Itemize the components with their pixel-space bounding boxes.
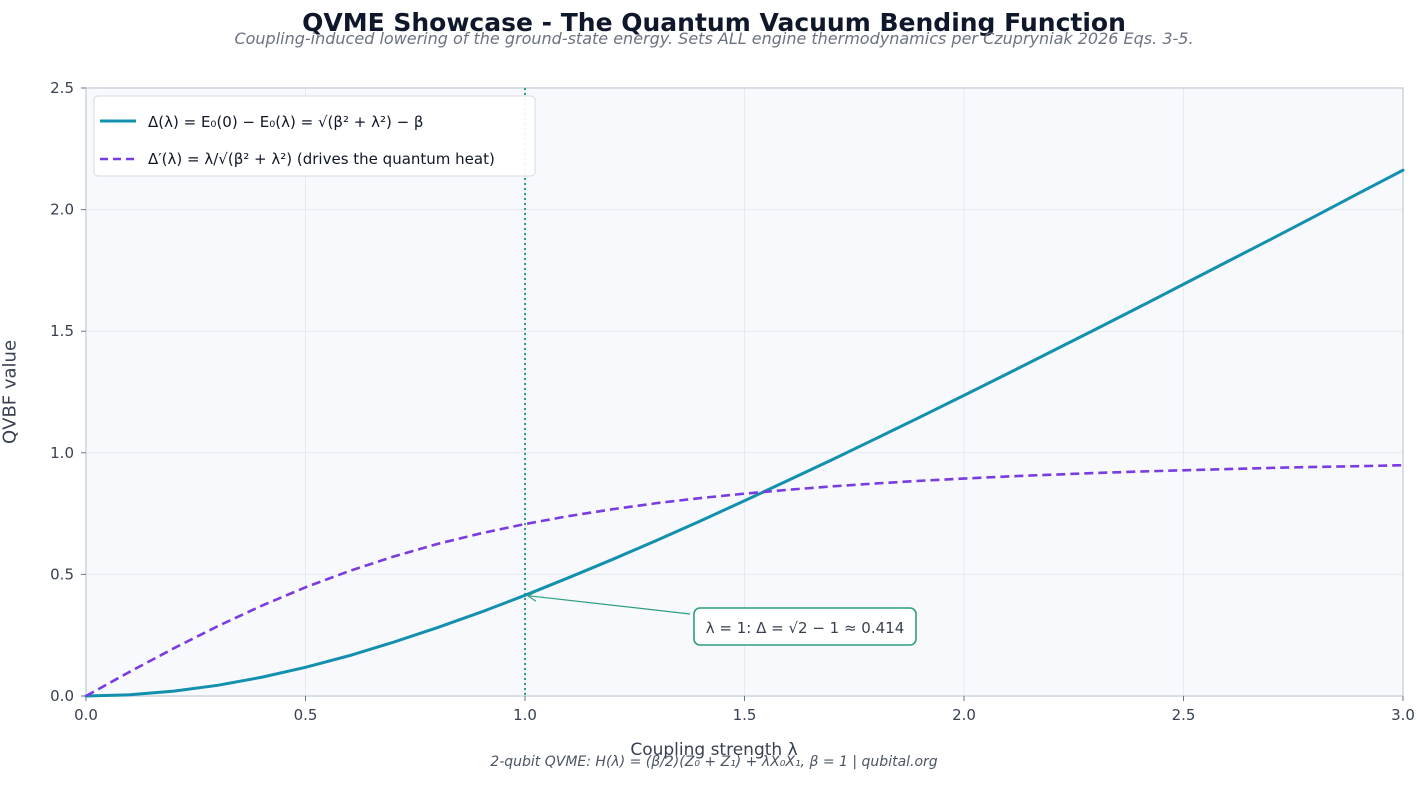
annotation-box bbox=[693, 607, 917, 646]
y-tick-label: 0.0 bbox=[50, 687, 74, 705]
annotation-arrow bbox=[528, 595, 691, 615]
x-tick-label: 2.5 bbox=[1172, 706, 1196, 724]
x-axis-label: Coupling strength λ bbox=[630, 740, 798, 760]
y-tick-label: 1.0 bbox=[50, 444, 74, 462]
y-axis-ticks: 0.0 0.5 1.0 1.5 2.0 2.5 bbox=[50, 79, 86, 705]
y-tick-label: 1.5 bbox=[50, 322, 74, 340]
y-tick-label: 0.5 bbox=[50, 565, 74, 583]
y-tick-label: 2.5 bbox=[50, 79, 74, 97]
legend-label-delta: Δ(λ) = E₀(0) − E₀(λ) = √(β² + λ²) − β bbox=[148, 113, 424, 131]
footer-note: 2-qubit QVME: H(λ) = (β/2)(Z₀ + Z₁) + λX… bbox=[490, 754, 938, 770]
chart-title: QVME Showcase - The Quantum Vacuum Bendi… bbox=[302, 8, 1126, 37]
series-line-delta-prime bbox=[85, 463, 1404, 698]
x-tick-label: 1.5 bbox=[733, 706, 757, 724]
x-tick-label: 1.0 bbox=[513, 706, 537, 724]
legend-label-delta-prime: Δ′(λ) = λ/√(β² + λ²) (drives the quantum… bbox=[148, 150, 495, 168]
annotation-label: λ = 1: Δ = √2 − 1 ≈ 0.414 bbox=[706, 619, 905, 637]
annotation-arrowhead bbox=[526, 590, 538, 602]
x-tick-label: 3.0 bbox=[1391, 706, 1415, 724]
y-axis-label: QVBF value bbox=[0, 339, 21, 445]
y-tick-label: 2.0 bbox=[50, 201, 74, 219]
x-axis-ticks: 0.0 0.5 1.0 1.5 2.0 2.5 3.0 bbox=[74, 696, 1415, 724]
annotation: λ = 1: Δ = √2 − 1 ≈ 0.414 bbox=[526, 590, 917, 646]
series-line-delta bbox=[84, 168, 1405, 698]
x-tick-label: 0.0 bbox=[74, 706, 98, 724]
x-tick-label: 0.5 bbox=[294, 706, 318, 724]
chart-subtitle: Coupling-induced lowering of the ground-… bbox=[234, 29, 1194, 48]
legend-box bbox=[93, 95, 536, 177]
legend: Δ(λ) = E₀(0) − E₀(λ) = √(β² + λ²) − β Δ′… bbox=[93, 95, 536, 177]
x-tick-label: 2.0 bbox=[952, 706, 976, 724]
